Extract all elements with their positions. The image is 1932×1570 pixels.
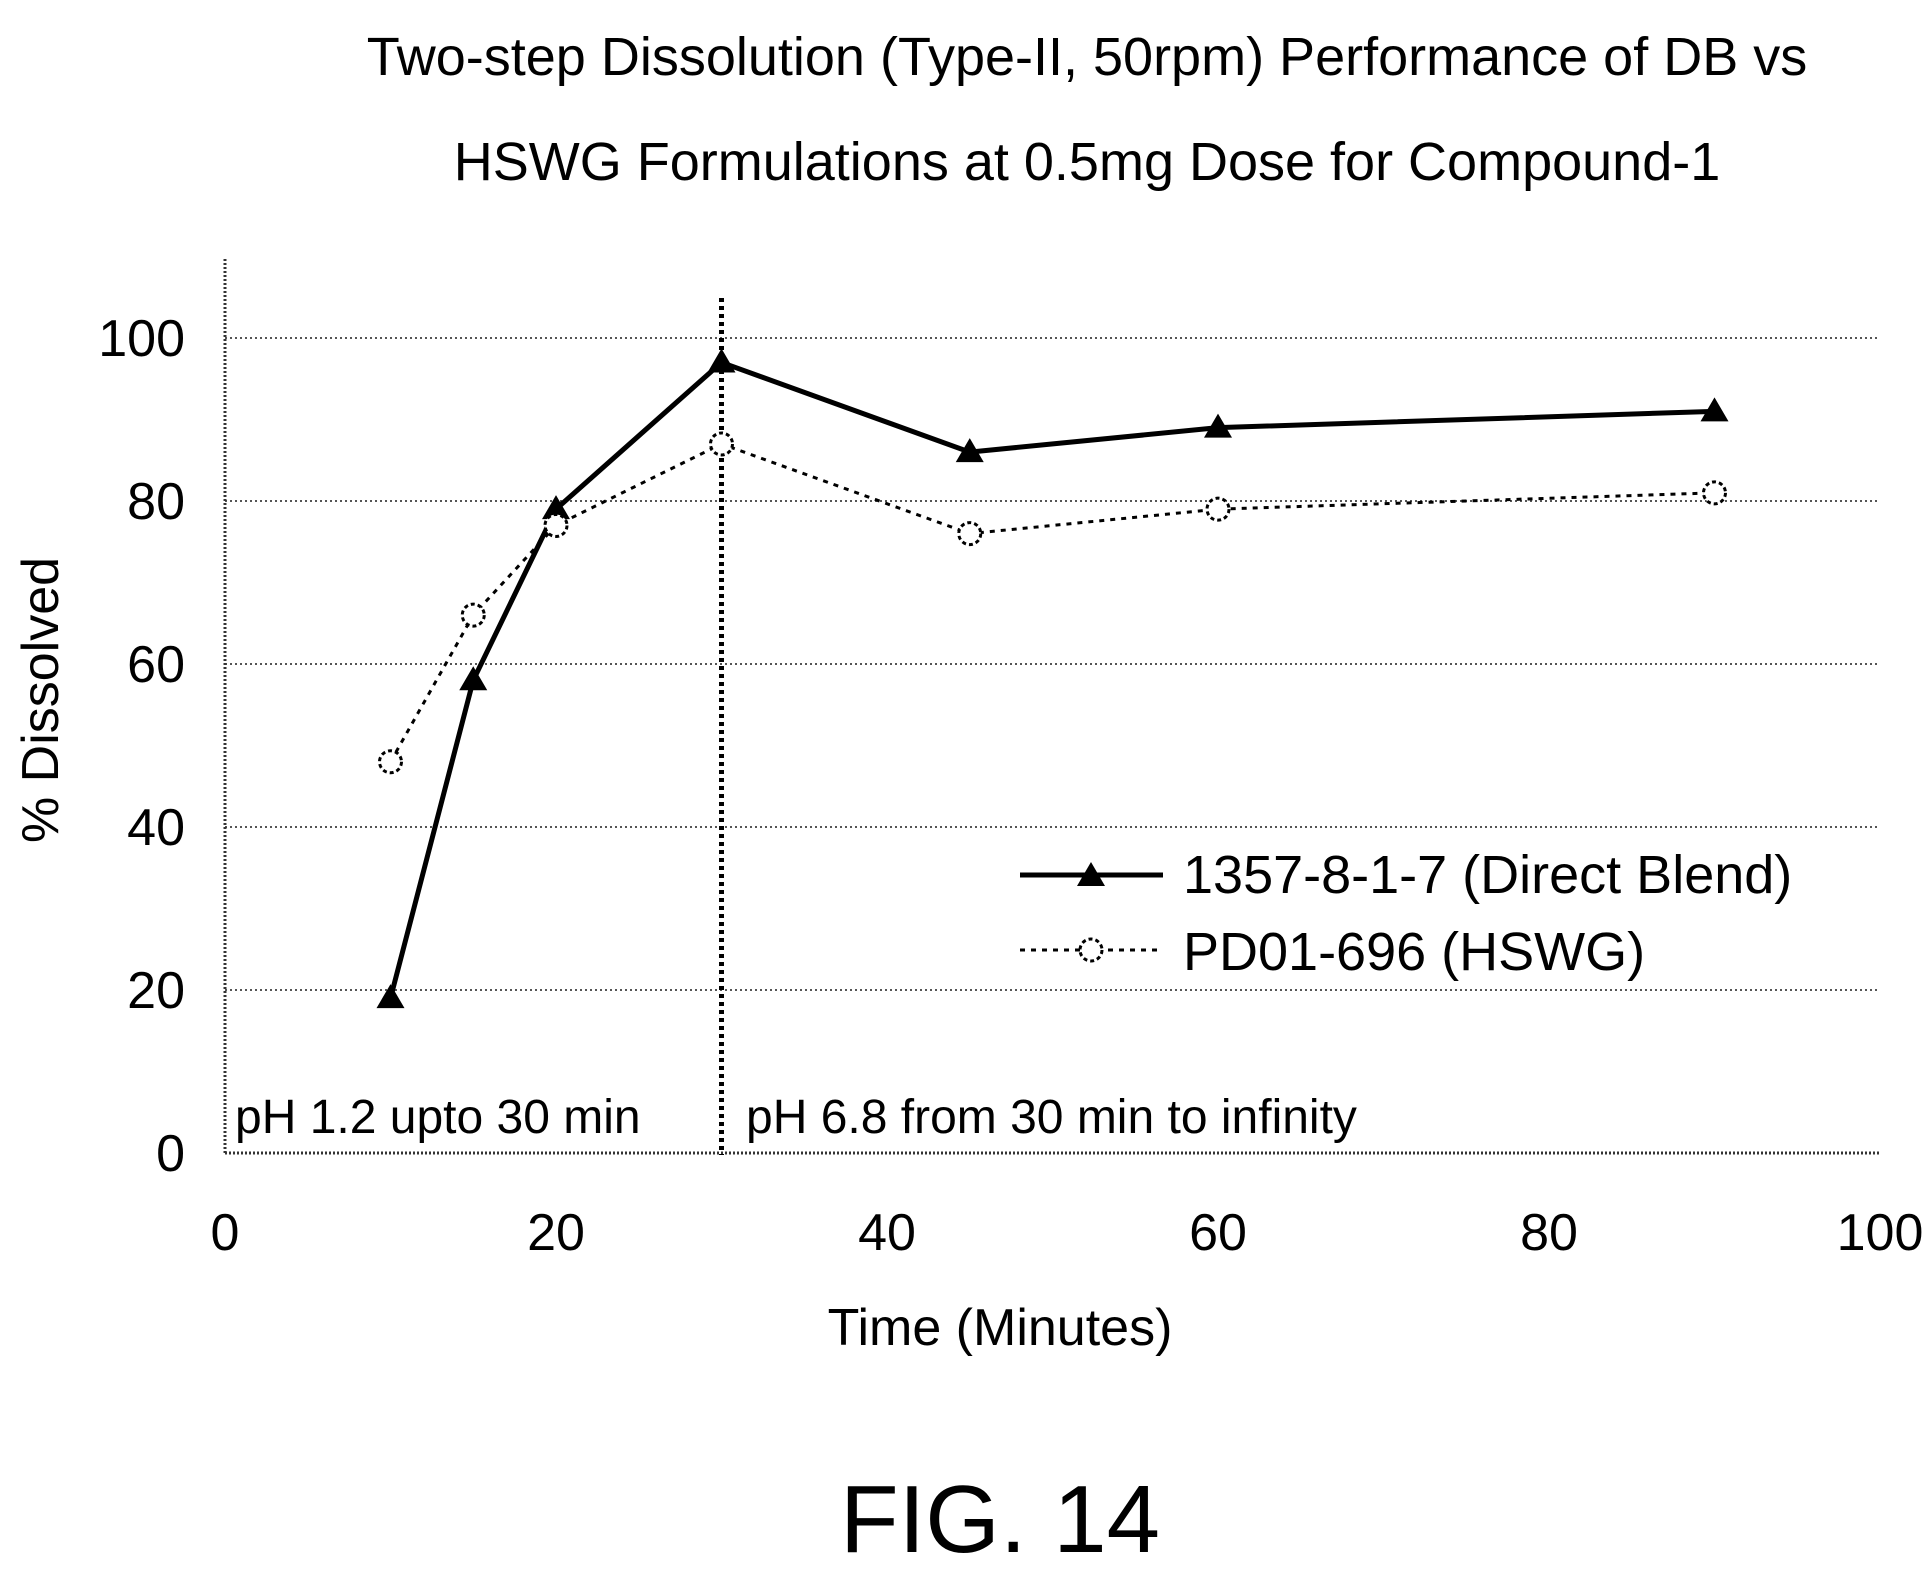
legend-label-hswg: PD01-696 (HSWG): [1183, 922, 1645, 982]
point-s1-3: [709, 431, 734, 457]
y-tick-label-20: 20: [127, 962, 185, 1020]
point-s0-1: [459, 666, 488, 691]
x-tick-label-80: 80: [1520, 1204, 1578, 1262]
point-s1-1: [460, 602, 486, 628]
legend-entry-hswg: PD01-696 (HSWG): [1020, 922, 1645, 982]
series-line-1: [389, 442, 1715, 763]
gridlines: [225, 337, 1880, 991]
legend-label-direct-blend: 1357-8-1-7 (Direct Blend): [1183, 845, 1792, 905]
point-s1-0: [378, 749, 403, 775]
legend-marker-triangle-icon: [1077, 862, 1105, 886]
point-s1-5: [1205, 496, 1231, 522]
point-s0-4: [955, 438, 984, 463]
chart-title-line-1: Two-step Dissolution (Type-II, 50rpm) Pe…: [367, 27, 1808, 87]
y-axis-label: % Dissolved: [12, 557, 70, 843]
legend-entry-direct-blend: 1357-8-1-7 (Direct Blend): [1020, 845, 1792, 905]
series-0: [376, 348, 1729, 1009]
series-1: [378, 431, 1727, 775]
point-s1-6: [1702, 480, 1727, 506]
point-s0-6: [1700, 397, 1729, 422]
point-s0-0: [376, 984, 405, 1009]
chart-title-line-2: HSWG Formulations at 0.5mg Dose for Comp…: [454, 132, 1721, 192]
x-tick-label-40: 40: [858, 1204, 916, 1262]
x-tick-label-20: 20: [527, 1204, 585, 1262]
legend: 1357-8-1-7 (Direct Blend) PD01-696 (HSWG…: [1020, 845, 1792, 982]
point-s0-5: [1204, 413, 1232, 438]
y-tick-label-80: 80: [127, 473, 185, 531]
annotation-ph-6-8: pH 6.8 from 30 min to infinity: [746, 1091, 1357, 1144]
figure-label: FIG. 14: [840, 1466, 1160, 1570]
axes: [223, 258, 1880, 1155]
y-tick-label-60: 60: [127, 636, 185, 694]
point-s0-3: [707, 348, 736, 373]
y-tick-label-100: 100: [98, 310, 185, 368]
y-tick-label-40: 40: [127, 799, 185, 857]
x-tick-labels: 0 20 40 60 80 100: [211, 1204, 1924, 1262]
point-s1-2: [543, 512, 569, 538]
y-tick-labels: 0 20 40 60 80 100: [98, 310, 185, 1183]
x-tick-label-0: 0: [211, 1204, 240, 1262]
x-tick-label-100: 100: [1837, 1204, 1924, 1262]
annotation-ph-1-2: pH 1.2 upto 30 min: [235, 1091, 641, 1144]
point-s1-4: [957, 521, 983, 547]
legend-marker-circle-icon: [1078, 937, 1104, 963]
point-s0-2: [542, 495, 570, 520]
series-layer: [376, 348, 1729, 1009]
y-tick-label-0: 0: [156, 1125, 185, 1183]
x-axis-label: Time (Minutes): [828, 1299, 1173, 1357]
x-tick-label-60: 60: [1189, 1204, 1247, 1262]
